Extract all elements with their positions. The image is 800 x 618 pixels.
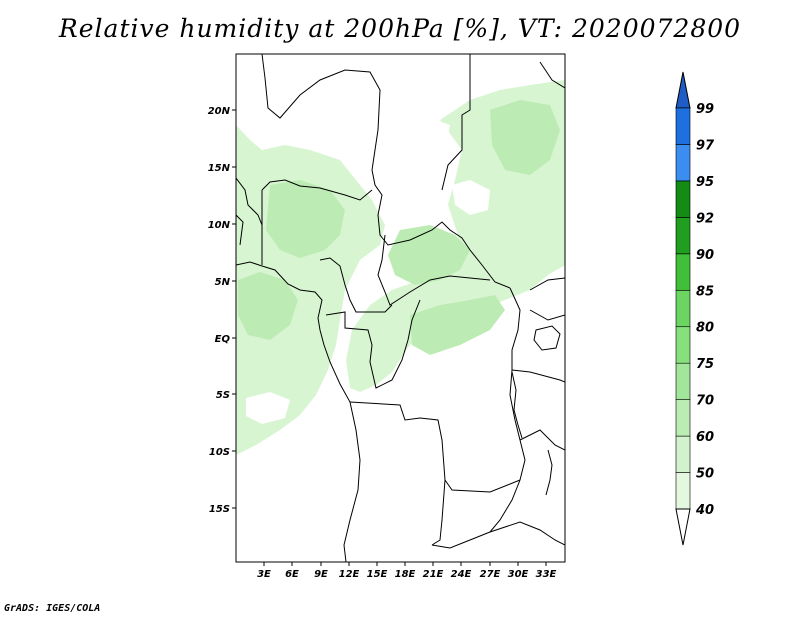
border-west-small: [236, 177, 263, 246]
lon-tick-label: 15E: [367, 569, 388, 580]
humidity-gap-north: [378, 115, 450, 160]
border-east-africa: [511, 277, 565, 451]
colorbar: 40 50 60 70 75 80 85 90 92 95 97 99: [675, 71, 715, 546]
humidity-gap-south: [246, 392, 290, 424]
colorbar-swatch: [675, 472, 691, 510]
lon-tick-label: 12E: [339, 569, 360, 580]
colorbar-swatch: [675, 289, 691, 328]
border-chad-sudan: [371, 169, 511, 289]
border-libya-egypt: [441, 54, 471, 191]
colorbar-label: 95: [696, 175, 714, 190]
lat-tick-label: 10N: [208, 220, 231, 231]
colorbar-label: 99: [696, 102, 714, 117]
lat-tick-label: 5S: [216, 390, 230, 401]
lat-tick-label: 15S: [209, 504, 230, 515]
colorbar-label: 80: [696, 321, 714, 336]
colorbar-label: 90: [696, 248, 714, 263]
colorbar-swatch: [675, 107, 691, 145]
colorbar-swatch: [675, 180, 691, 218]
colorbar-top-arrow: [675, 71, 691, 109]
lat-tick-label: EQ: [215, 334, 231, 345]
colorbar-label: 75: [696, 357, 714, 372]
lat-tick-label: 10S: [209, 447, 230, 458]
humidity-patch-northeast: [490, 100, 560, 175]
lon-tick-label: 18E: [395, 569, 416, 580]
coastline-west: [236, 261, 361, 562]
colorbar-swatch: [675, 399, 691, 437]
colorbar-swatch: [675, 435, 691, 473]
border-cameroon: [319, 257, 393, 313]
colorbar-label: 40: [695, 503, 714, 518]
border-car: [377, 234, 491, 306]
humidity-patch-coast: [238, 272, 298, 340]
lon-tick-label: 21E: [423, 569, 444, 580]
colorbar-label: 92: [696, 211, 714, 226]
border-sahara-north: [261, 54, 381, 171]
lat-tick-label: 5N: [215, 277, 231, 288]
map-title: Relative humidity at 200hPa [%], VT: 202…: [58, 14, 742, 43]
humidity-gap-northeast: [452, 180, 490, 215]
lake-victoria: [533, 325, 561, 351]
colorbar-label: 85: [696, 284, 714, 299]
lon-tick-label: 3E: [257, 569, 271, 580]
humidity-patch-central: [266, 180, 345, 258]
lon-tick-label: 30E: [508, 569, 529, 580]
lat-tick-label: 15N: [208, 163, 231, 174]
country-borders: [236, 54, 565, 562]
lon-tick-label: 27E: [480, 569, 501, 580]
border-zambia-south: [431, 521, 565, 549]
colorbar-swatch: [675, 253, 691, 291]
humidity-field: [236, 80, 565, 455]
colorbar-label: 97: [696, 138, 715, 153]
longitude-axis: 3E 6E 9E 12E 15E 18E 21E 24E 27E 30E 33E: [257, 562, 557, 580]
humidity-patch-south: [410, 295, 505, 355]
map-frame: [235, 53, 566, 563]
lat-tick-label: 20N: [208, 106, 231, 117]
colorbar-swatch: [675, 326, 691, 364]
lon-tick-label: 9E: [314, 569, 328, 580]
lake-malawi: [545, 449, 553, 496]
colorbar-swatch: [675, 144, 691, 182]
border-nigeria: [261, 179, 373, 265]
border-congo: [325, 299, 421, 389]
colorbar-label: 50: [696, 467, 714, 482]
border-angola: [349, 401, 521, 546]
latitude-axis: 20N 15N 10N 5N EQ 5S 10S 15S: [208, 106, 236, 515]
colorbar-swatch: [675, 217, 691, 255]
colorbar-label: 70: [696, 394, 714, 409]
coast-east: [539, 61, 565, 89]
colorbar-label: 60: [696, 430, 714, 445]
lake-tanganyika: [511, 371, 523, 439]
lon-tick-label: 24E: [451, 569, 472, 580]
lon-tick-label: 33E: [536, 569, 557, 580]
colorbar-swatch: [675, 362, 691, 400]
colorbar-bottom-arrow: [675, 508, 691, 546]
border-drc-east: [489, 287, 526, 533]
credit-text: GrADS: IGES/COLA: [4, 603, 101, 614]
lon-tick-label: 6E: [285, 569, 299, 580]
